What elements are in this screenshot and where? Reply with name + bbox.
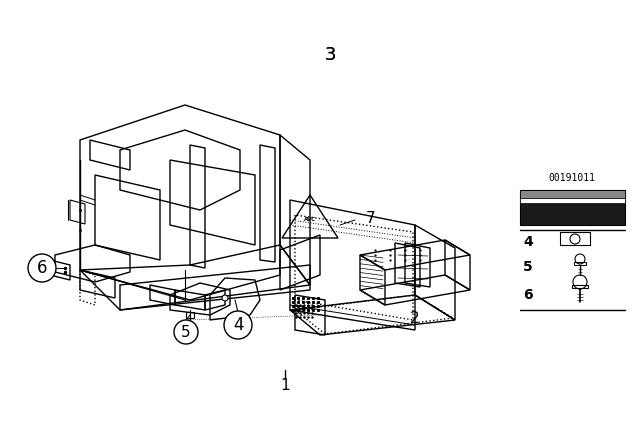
Text: 5: 5	[523, 260, 533, 274]
Text: 6: 6	[36, 259, 47, 277]
Circle shape	[222, 295, 228, 301]
Polygon shape	[520, 198, 625, 203]
Circle shape	[570, 234, 580, 244]
Circle shape	[575, 254, 585, 264]
Circle shape	[174, 320, 198, 344]
Text: 1: 1	[280, 378, 290, 392]
Text: 5: 5	[181, 324, 191, 340]
Circle shape	[573, 275, 587, 289]
Text: 3: 3	[324, 46, 336, 64]
Text: AVC: AVC	[304, 216, 316, 221]
Text: 4: 4	[233, 316, 243, 334]
Circle shape	[28, 254, 56, 282]
Polygon shape	[520, 190, 625, 225]
Text: 00191011: 00191011	[548, 173, 595, 183]
Text: 2: 2	[410, 310, 420, 326]
Text: 7: 7	[366, 211, 376, 225]
Polygon shape	[520, 190, 625, 198]
Text: 4: 4	[523, 235, 533, 249]
Text: 6: 6	[523, 288, 533, 302]
Text: 3: 3	[324, 46, 336, 64]
Circle shape	[224, 311, 252, 339]
